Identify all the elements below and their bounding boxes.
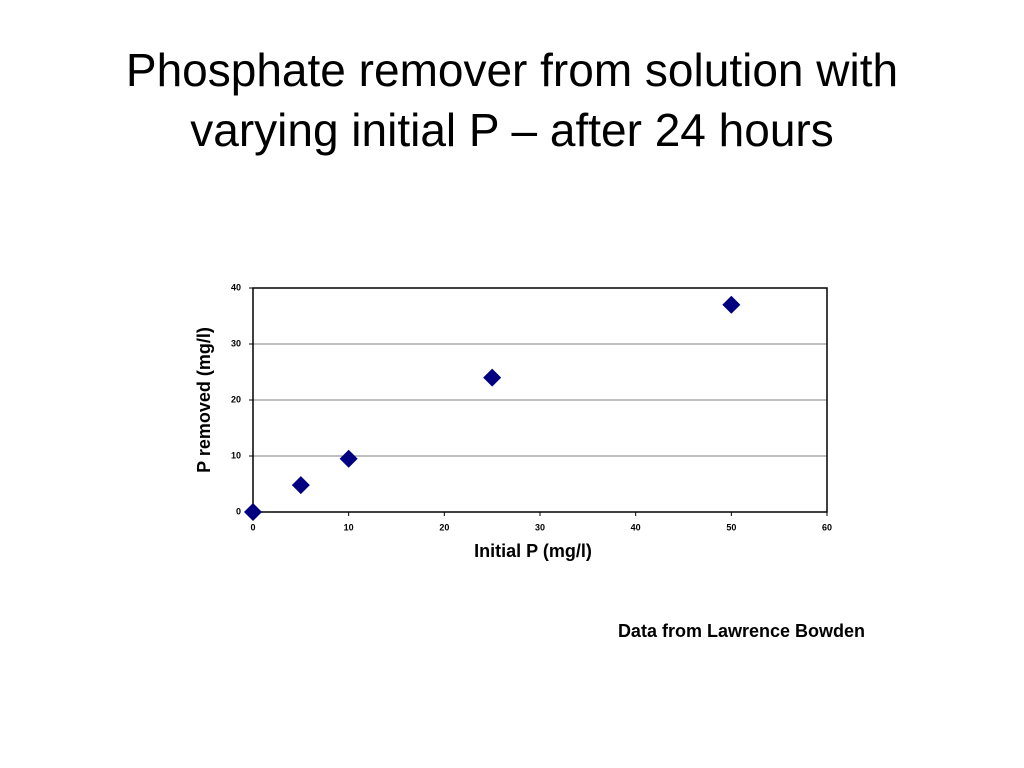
marker [244, 503, 262, 521]
marker [722, 295, 741, 314]
y-tick-label: 10 [231, 450, 241, 460]
y-tick-label: 30 [231, 338, 241, 348]
x-tick-label: 60 [822, 522, 832, 532]
annotation: Data from Lawrence Bowden [618, 621, 865, 641]
chart-title: Phosphate remover from solution with var… [125, 44, 899, 156]
plot-frame [252, 287, 828, 513]
x-tick-label: 50 [726, 522, 736, 532]
y-tick-label: 40 [231, 282, 241, 292]
x-axis-label: Initial P (mg/l) [474, 541, 592, 561]
x-tick-label: 20 [439, 522, 449, 532]
marker [339, 449, 358, 468]
y-tick-label: 20 [231, 394, 241, 404]
x-tick-label: 40 [631, 522, 641, 532]
y-tick-label: 0 [236, 506, 241, 516]
x-tick-label: 0 [250, 522, 255, 532]
x-tick-label: 10 [344, 522, 354, 532]
y-axis-label: P removed (mg/l) [194, 327, 214, 473]
marker [483, 368, 502, 387]
x-tick-label: 30 [535, 522, 545, 532]
marker [291, 476, 310, 495]
